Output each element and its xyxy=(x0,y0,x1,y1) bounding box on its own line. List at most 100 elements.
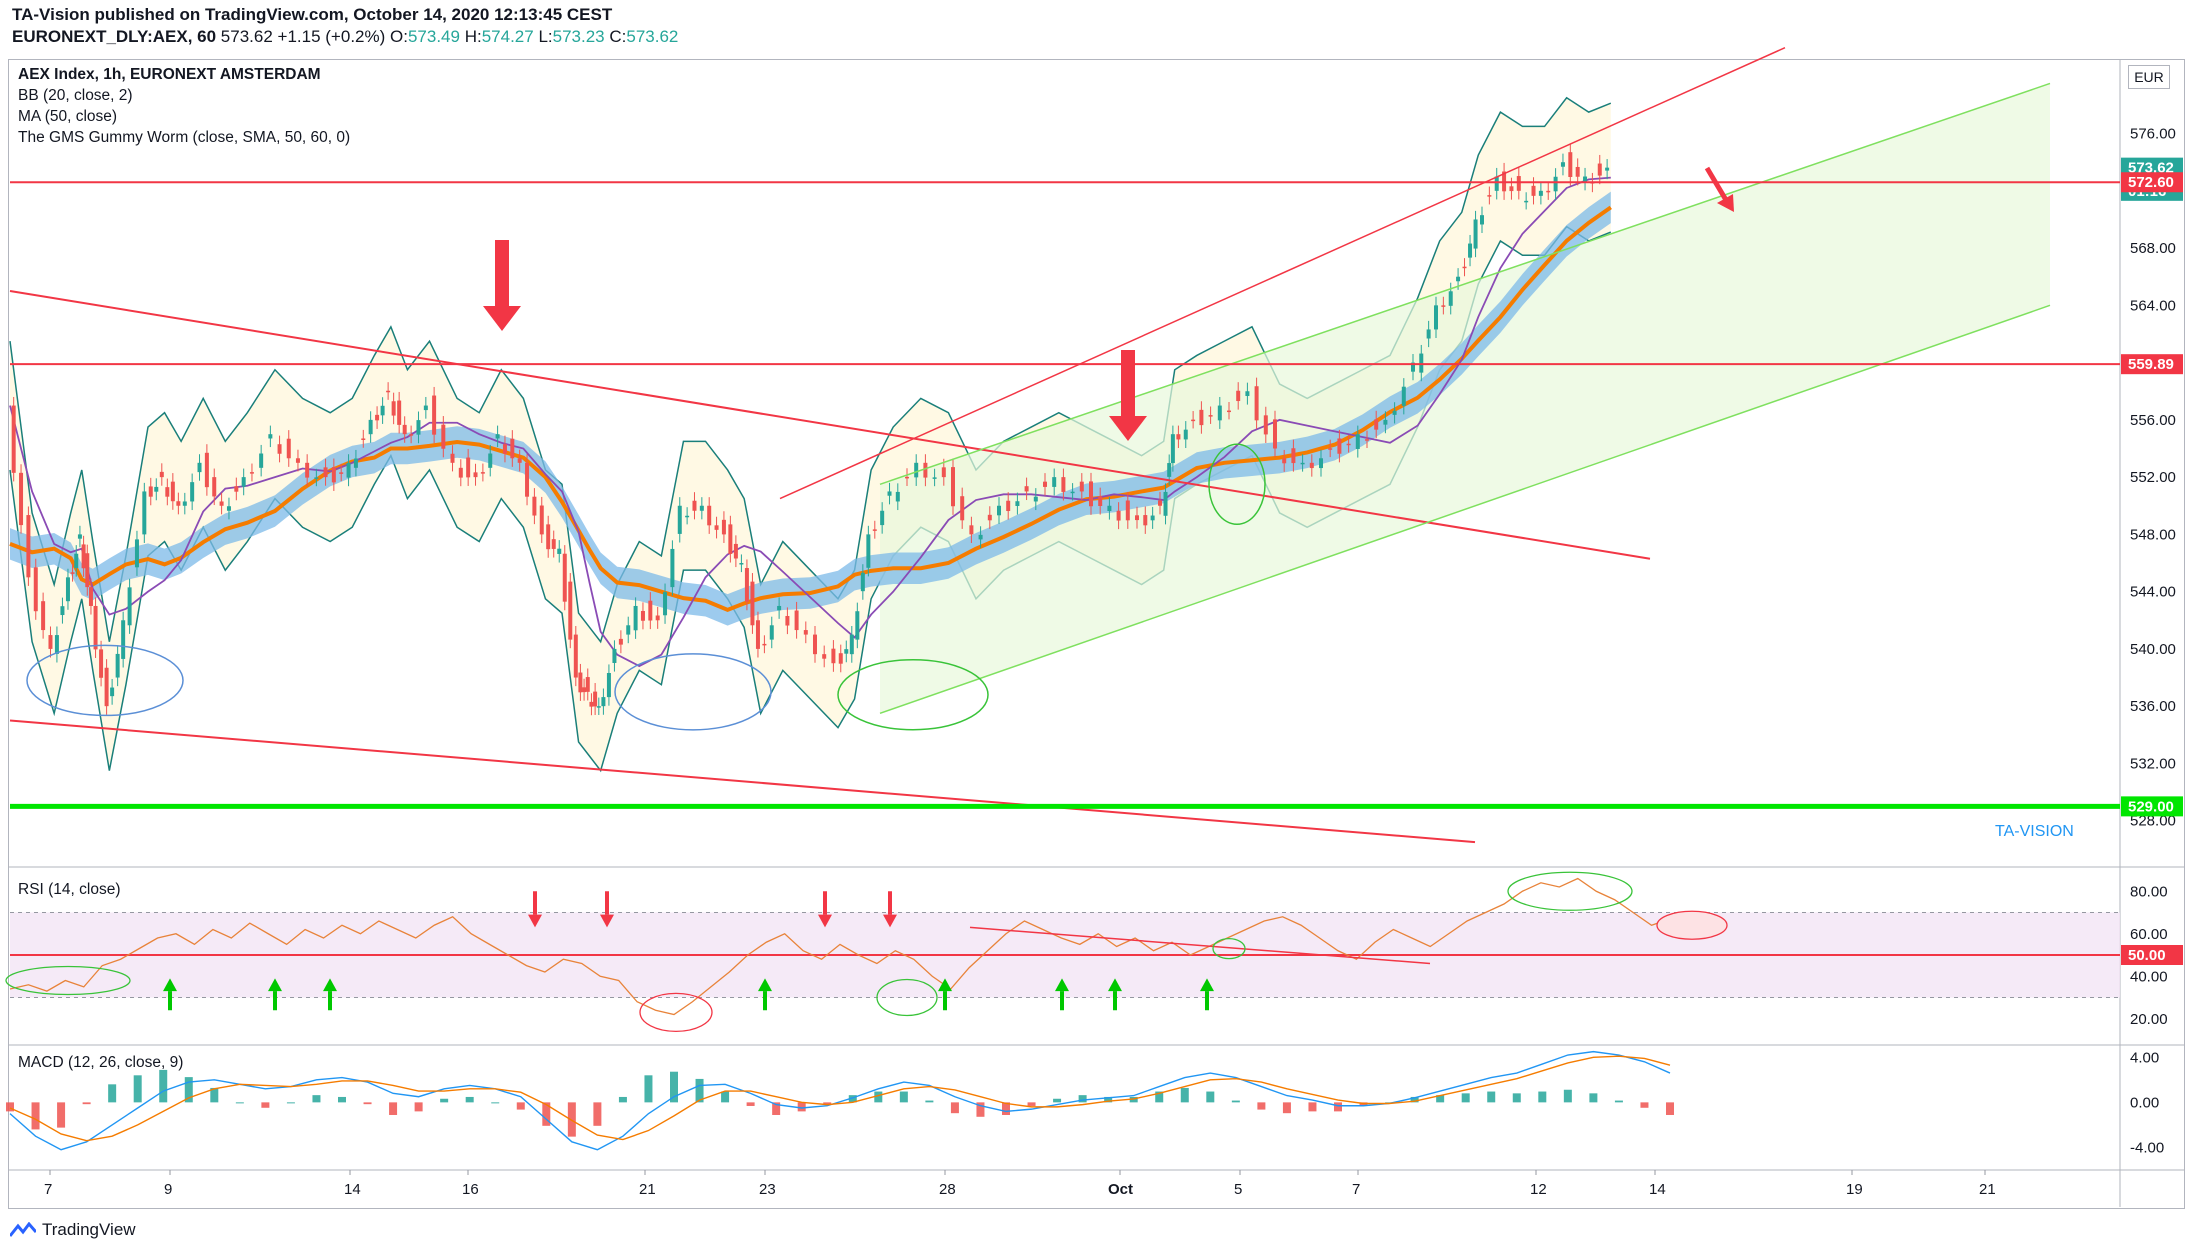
candle-body xyxy=(1052,477,1057,487)
up-arrow-icon xyxy=(1108,978,1122,992)
candle-body xyxy=(655,615,660,621)
macd-histogram-bar xyxy=(1231,1100,1240,1103)
candle-body xyxy=(1170,434,1175,464)
candle-body xyxy=(1163,491,1168,516)
down-right-arrow-icon xyxy=(1704,166,1729,202)
candle-body xyxy=(432,395,437,435)
candle-body xyxy=(1568,152,1573,177)
macd-histogram-bar xyxy=(1282,1102,1291,1114)
macd-histogram-bar xyxy=(338,1096,346,1103)
time-tick-label: 23 xyxy=(759,1181,776,1198)
candle-body xyxy=(762,643,767,646)
macd-histogram-bar xyxy=(82,1102,91,1105)
candle-body xyxy=(551,539,556,549)
low-value: 573.23 xyxy=(552,27,605,46)
candle-body xyxy=(785,615,790,626)
up-arrow-icon xyxy=(758,978,772,992)
rsi-highlight-ellipse xyxy=(1656,910,1728,940)
legend-bb: BB (20, close, 2) xyxy=(18,87,133,104)
macd-tick-label: 0.00 xyxy=(2130,1094,2159,1111)
macd-histogram-bar xyxy=(1589,1093,1598,1103)
candle-body xyxy=(1456,276,1461,282)
candle-body xyxy=(517,458,522,463)
candle-body xyxy=(1346,443,1351,446)
candle-body xyxy=(41,601,46,631)
candle-body xyxy=(502,444,507,454)
candle-body xyxy=(960,496,965,521)
time-tick-label: 21 xyxy=(639,1181,656,1198)
candle-body xyxy=(1516,176,1521,191)
price-tick-label: 548.00 xyxy=(2130,526,2176,543)
time-tick-label: 21 xyxy=(1979,1181,1996,1198)
rsi-highlight-ellipse xyxy=(1507,871,1633,911)
candle-body xyxy=(1098,496,1103,506)
candle-body xyxy=(1033,496,1038,502)
macd-histogram-bar xyxy=(644,1075,653,1103)
price-tick-label: 532.00 xyxy=(2130,755,2176,772)
candle-body xyxy=(1448,291,1453,306)
candle-body xyxy=(562,553,567,602)
macd-histogram-bar xyxy=(1436,1095,1445,1103)
candle-body xyxy=(1337,438,1342,454)
symbol-label: EURONEXT_DLY:AEX, 60 xyxy=(12,27,217,46)
low-label: L: xyxy=(538,27,553,46)
candle-body xyxy=(127,587,132,626)
price-label-text: 559.89 xyxy=(2128,356,2174,373)
candle-body xyxy=(331,467,336,483)
macd-histogram-bar xyxy=(465,1096,474,1103)
candle-body xyxy=(596,706,601,708)
candle-body xyxy=(744,568,749,602)
candle-body xyxy=(1024,486,1029,492)
candle-body xyxy=(951,467,955,507)
candle-body xyxy=(402,424,407,435)
macd-histogram-bar xyxy=(1002,1102,1010,1115)
macd-histogram-bar xyxy=(1640,1102,1649,1108)
up-arrow-icon xyxy=(1200,978,1214,992)
currency-button[interactable]: EUR xyxy=(2128,65,2170,89)
candle-body xyxy=(969,525,974,535)
open-value: 573.49 xyxy=(407,27,460,46)
candle-body xyxy=(170,481,175,502)
candle-body xyxy=(1079,481,1084,492)
candle-body xyxy=(707,505,712,526)
descending-trendline xyxy=(9,719,1476,844)
macd-histogram-bar xyxy=(516,1102,525,1110)
candle-body xyxy=(441,424,446,449)
macd-histogram-bar xyxy=(721,1091,730,1103)
footer-logo[interactable]: TradingView xyxy=(8,1220,136,1240)
candle-body xyxy=(286,438,291,459)
candle-body xyxy=(1143,515,1148,526)
candle-body xyxy=(1300,462,1305,465)
down-arrow-icon xyxy=(1109,416,1147,441)
candle-body xyxy=(1319,458,1323,469)
candle-body xyxy=(241,477,246,487)
time-tick-label: 16 xyxy=(462,1181,479,1198)
candle-body xyxy=(115,653,120,678)
rsi-trendline xyxy=(969,926,1431,965)
candle-body xyxy=(923,462,928,478)
macd-histogram-bar xyxy=(1563,1089,1572,1103)
candle-body xyxy=(831,648,836,664)
candle-body xyxy=(375,414,380,421)
candle-body xyxy=(1070,491,1075,494)
rsi-arrow-shaft xyxy=(823,891,827,915)
candle-body xyxy=(1061,477,1066,492)
rsi-tick-label: 40.00 xyxy=(2130,968,2168,985)
macd-histogram-bar xyxy=(6,1102,14,1112)
macd-title: MACD (12, 26, close, 9) xyxy=(18,1054,184,1071)
candle-body xyxy=(1125,500,1130,521)
candle-body xyxy=(618,638,623,645)
macd-histogram-bar xyxy=(670,1071,678,1103)
candle-body xyxy=(573,634,578,678)
macd-histogram-bar xyxy=(899,1091,908,1103)
price-change: +1.15 (+0.2%) xyxy=(277,27,386,46)
candle-body xyxy=(121,620,126,659)
candle-body xyxy=(777,605,782,611)
rsi-marker-text: 50.00 xyxy=(2128,947,2166,964)
time-tick-label: 19 xyxy=(1846,1181,1863,1198)
macd-histogram-bar xyxy=(1257,1102,1266,1110)
candle-body xyxy=(48,635,53,649)
candle-body xyxy=(557,548,562,554)
macd-histogram-bar xyxy=(1180,1087,1189,1103)
